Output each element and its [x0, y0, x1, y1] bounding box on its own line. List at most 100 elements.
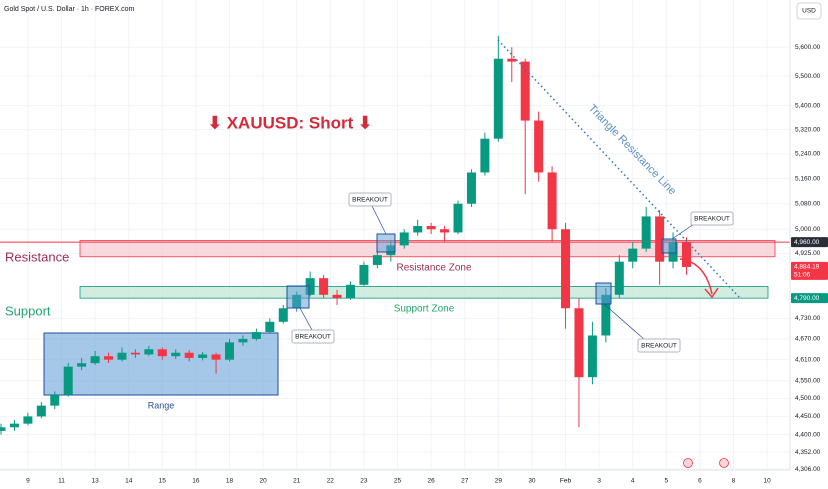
breakout-label: BREAKOUT: [348, 192, 392, 207]
breakout-text: BREAKOUT: [352, 197, 388, 204]
x-tick-label: 21: [293, 478, 301, 485]
breakout-text: BREAKOUT: [641, 343, 677, 350]
candle-body: [90, 356, 100, 364]
headline: ⬇ XAUUSD: Short ⬇: [208, 113, 373, 132]
zone: [79, 240, 776, 258]
x-tick-label: 4: [631, 478, 635, 485]
breakout-box: [286, 285, 310, 309]
candle-body: [372, 255, 382, 265]
y-tick-label: 4,352.00: [795, 449, 821, 456]
range-label: Range: [148, 400, 175, 410]
candle-body: [63, 366, 73, 395]
price-label: 4,884.19: [794, 264, 820, 271]
candle-body: [682, 242, 692, 267]
currency-box[interactable]: [796, 2, 822, 20]
candle-body: [574, 308, 584, 378]
event-icon[interactable]: [719, 458, 729, 468]
currency: USD: [802, 8, 816, 15]
candle-body: [130, 352, 140, 355]
breakout-label: BREAKOUT: [637, 338, 681, 353]
candle-body: [225, 342, 235, 360]
y-tick-label: 5,400.00: [795, 102, 821, 109]
candle-body: [305, 278, 315, 295]
candle-body: [9, 423, 19, 428]
candle-body: [184, 352, 194, 358]
price-label-sub: 51:06: [794, 272, 811, 279]
x-tick-label: 27: [461, 478, 469, 485]
resistance-label: Resistance: [5, 249, 69, 264]
connector: [299, 307, 313, 331]
zone: [79, 286, 769, 299]
x-tick-label: 23: [360, 478, 368, 485]
breakout-text: BREAKOUT: [295, 334, 331, 341]
candle-body: [50, 394, 60, 406]
symbol-title: Gold Spot / U.S. Dollar · 1h · FOREX.com: [4, 6, 134, 13]
breakout-text: BREAKOUT: [694, 216, 730, 223]
candle-body: [587, 335, 597, 378]
y-tick-label: 4,306.00: [795, 466, 821, 473]
y-tick-label: 5,240.00: [795, 151, 821, 158]
x-tick-label: 30: [528, 478, 536, 485]
y-tick-label: 4,925.00: [795, 250, 821, 257]
candle-body: [493, 58, 503, 139]
y-tick-label: 5,500.00: [795, 73, 821, 80]
candle-body: [23, 416, 33, 424]
y-tick-label: 4,400.00: [795, 431, 821, 438]
candle-body: [655, 216, 665, 262]
x-tick-label: 11: [58, 478, 65, 485]
y-tick-label: 4,500.00: [795, 395, 821, 402]
x-tick-label: 6: [698, 478, 702, 485]
x-tick-label: 13: [91, 478, 99, 485]
candle-body: [507, 58, 517, 62]
price-label-box: [791, 261, 828, 280]
candle-body: [117, 352, 127, 360]
candle-body: [319, 278, 329, 295]
candle-body: [399, 232, 409, 246]
resistance-zone-label: Resistance Zone: [396, 263, 471, 274]
x-tick-label: 22: [327, 478, 335, 485]
x-tick-label: 25: [394, 478, 402, 485]
y-tick-label: 5,320.00: [795, 126, 821, 133]
candle-body: [641, 216, 651, 249]
candle-body: [520, 61, 530, 121]
candle-body: [211, 354, 221, 360]
y-tick-label: 5,000.00: [795, 226, 821, 233]
candle-body: [534, 120, 544, 173]
price-label: 4,960.00: [794, 239, 820, 246]
price-label-box: [791, 293, 828, 304]
candle-body: [157, 349, 167, 357]
connector: [371, 205, 387, 235]
price-label-box: [791, 237, 828, 248]
x-tick-label: 20: [259, 478, 267, 485]
triangle-line: [497, 39, 741, 299]
breakout-label: BREAKOUT: [291, 329, 335, 344]
candle-body: [104, 356, 114, 360]
x-tick-label: 14: [125, 478, 133, 485]
candle-body: [0, 427, 6, 431]
candle-body: [601, 294, 611, 336]
y-tick-label: 4,670.00: [795, 336, 821, 343]
candle-body: [36, 405, 46, 417]
y-tick-label: 5,080.00: [795, 200, 821, 207]
candle-body: [413, 226, 423, 233]
x-tick-label: 5: [665, 478, 669, 485]
candle-body: [466, 172, 476, 204]
event-icon[interactable]: [683, 458, 693, 468]
y-tick-label: 4,450.00: [795, 413, 821, 420]
y-tick-label: 4,550.00: [795, 377, 821, 384]
axes: 5,600.00 5,500.00 5,400.00 5,320.00 5,240.00…: [26, 44, 828, 485]
y-tick-label: 4,730.00: [795, 315, 821, 322]
candle-body: [345, 284, 355, 299]
projection-arrowhead: [704, 287, 719, 299]
price-label: 4,790.00: [794, 295, 820, 302]
candle-body: [426, 226, 436, 230]
x-tick-label: 9: [26, 478, 30, 485]
candle-body: [198, 354, 208, 358]
candle-body: [278, 308, 288, 322]
candle-body: [614, 261, 624, 295]
x-tick-label: 29: [495, 478, 503, 485]
candle-body: [238, 338, 248, 343]
connector: [671, 223, 695, 240]
x-tick-label: 18: [226, 478, 234, 485]
